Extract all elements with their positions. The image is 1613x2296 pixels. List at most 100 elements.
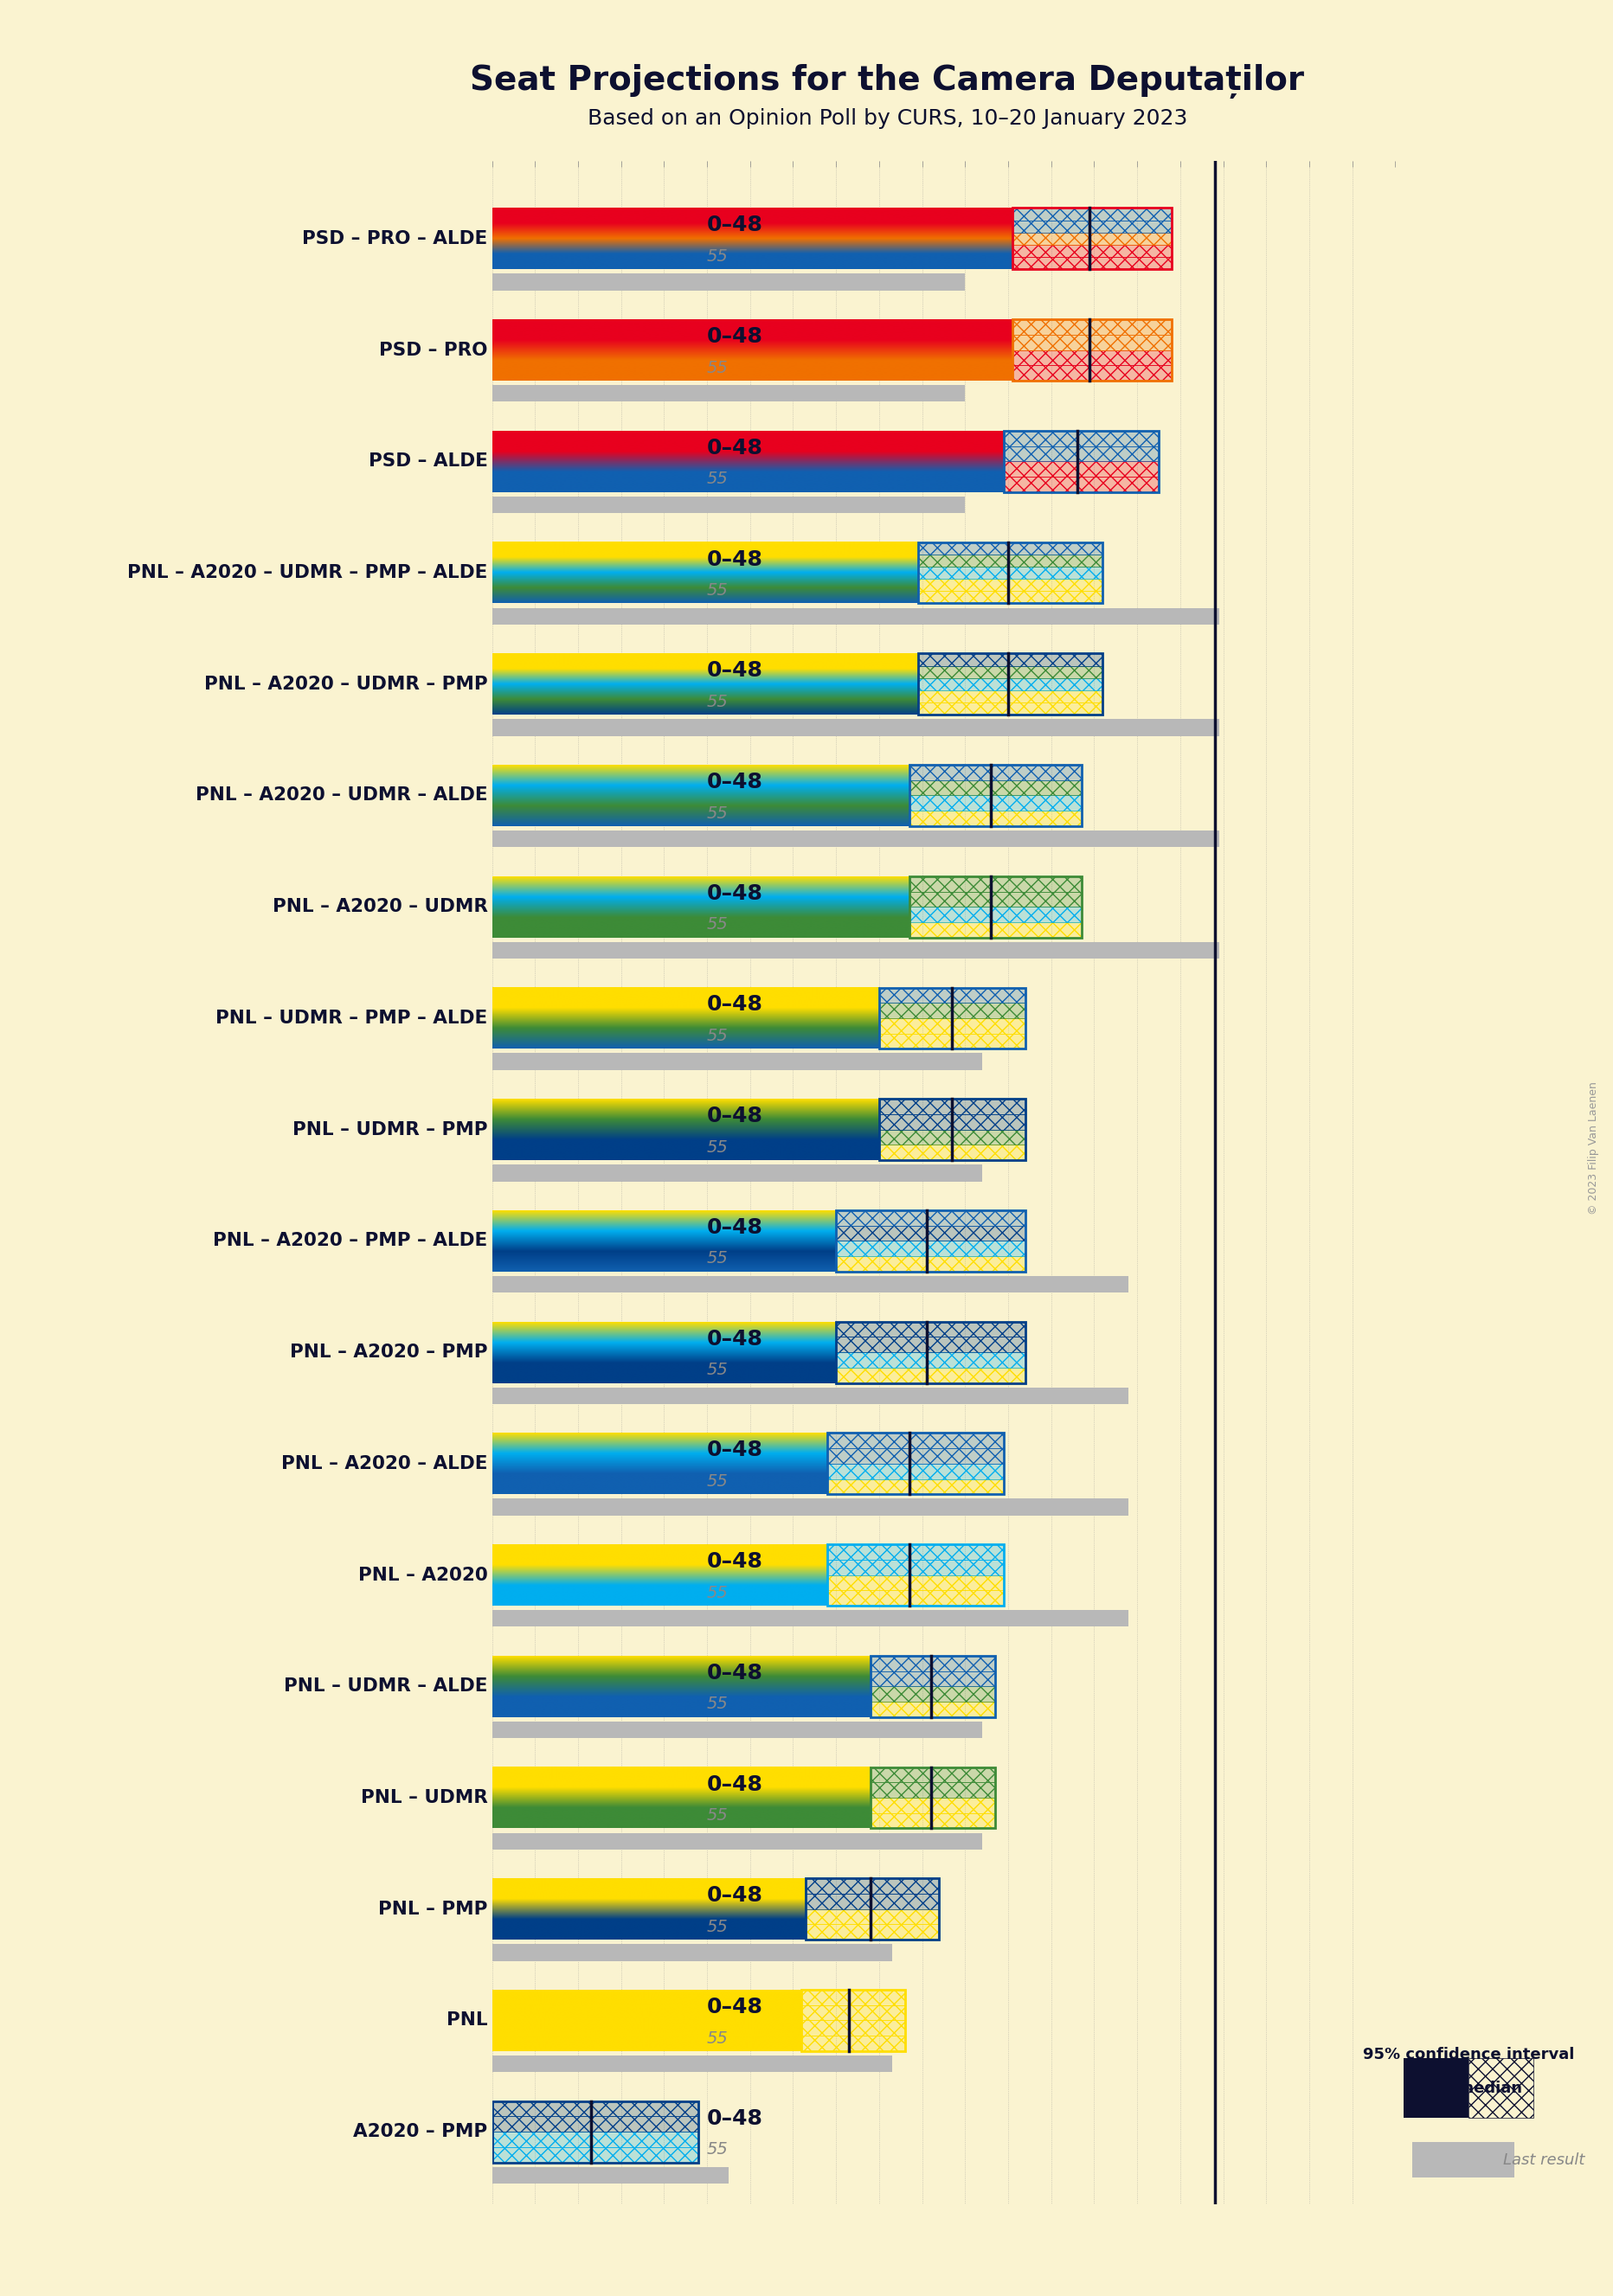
Text: Last result: Last result: [1503, 2151, 1586, 2167]
Text: PNL – A2020 – UDMR – PMP – ALDE: PNL – A2020 – UDMR – PMP – ALDE: [127, 565, 487, 581]
Bar: [918, 666, 1103, 677]
Bar: [492, 941, 1219, 960]
Text: 0–48: 0–48: [706, 884, 763, 905]
Bar: [918, 553, 1103, 567]
Bar: [879, 1114, 1026, 1130]
Bar: [836, 1336, 1026, 1352]
Bar: [879, 1100, 1026, 1159]
Bar: [910, 923, 1081, 937]
Bar: [836, 1352, 1026, 1368]
Bar: [836, 1322, 1026, 1336]
Text: PNL – A2020 – ALDE: PNL – A2020 – ALDE: [281, 1456, 487, 1472]
Bar: [1013, 365, 1171, 381]
Bar: [1013, 335, 1171, 349]
Bar: [827, 1591, 1003, 1605]
Bar: [806, 1908, 939, 1924]
Bar: [827, 1559, 1003, 1575]
Bar: [1013, 365, 1171, 381]
Text: Based on an Opinion Poll by CURS, 10–20 January 2023: Based on an Opinion Poll by CURS, 10–20 …: [587, 108, 1187, 129]
Bar: [918, 677, 1103, 691]
Bar: [827, 1463, 1003, 1479]
Bar: [879, 1003, 1026, 1017]
Text: PNL – A2020 – PMP – ALDE: PNL – A2020 – PMP – ALDE: [213, 1233, 487, 1249]
Text: PNL – UDMR – PMP: PNL – UDMR – PMP: [292, 1120, 487, 1139]
Bar: [1013, 232, 1171, 246]
Bar: [492, 2147, 698, 2163]
Bar: [827, 1449, 1003, 1463]
Bar: [1003, 461, 1158, 478]
Bar: [1003, 461, 1158, 478]
Bar: [827, 1433, 1003, 1449]
Bar: [879, 1003, 1026, 1017]
Bar: [492, 1387, 1129, 1405]
Text: PNL – A2020 – UDMR – PMP: PNL – A2020 – UDMR – PMP: [205, 675, 487, 693]
Bar: [879, 1146, 1026, 1159]
Text: with median: with median: [1415, 2080, 1523, 2096]
Bar: [836, 1368, 1026, 1382]
Bar: [492, 2131, 698, 2147]
Bar: [492, 1054, 982, 1070]
Bar: [492, 386, 965, 402]
Bar: [918, 579, 1103, 590]
Bar: [1013, 319, 1171, 335]
Text: Seat Projections for the Camera Deputaților: Seat Projections for the Camera Deputați…: [469, 64, 1305, 99]
Text: 0–48: 0–48: [706, 326, 763, 347]
Text: 55: 55: [706, 1474, 729, 1490]
Bar: [871, 1655, 995, 1671]
Bar: [1013, 209, 1171, 220]
Bar: [910, 907, 1081, 923]
Bar: [871, 1768, 995, 1782]
Bar: [827, 1591, 1003, 1605]
Bar: [918, 567, 1103, 579]
Text: 0–48: 0–48: [706, 771, 763, 792]
Bar: [910, 877, 1081, 891]
Bar: [879, 1100, 1026, 1114]
Bar: [879, 1130, 1026, 1146]
Bar: [1013, 257, 1171, 269]
Bar: [802, 2020, 905, 2037]
Bar: [836, 1210, 1026, 1272]
Text: PNL – A2020 – PMP: PNL – A2020 – PMP: [290, 1343, 487, 1362]
Bar: [827, 1575, 1003, 1591]
Text: 55: 55: [706, 1139, 729, 1155]
Bar: [802, 2037, 905, 2050]
Bar: [871, 1685, 995, 1701]
Bar: [879, 987, 1026, 1003]
Text: 0–48: 0–48: [706, 1775, 763, 1795]
Bar: [918, 677, 1103, 691]
Text: 0–48: 0–48: [706, 1885, 763, 1906]
Bar: [918, 567, 1103, 579]
Bar: [871, 1768, 995, 1828]
Bar: [492, 1945, 892, 1961]
Bar: [1013, 246, 1171, 257]
Bar: [836, 1256, 1026, 1272]
Bar: [871, 1768, 995, 1782]
Bar: [492, 2055, 892, 2073]
Bar: [827, 1479, 1003, 1495]
Bar: [918, 579, 1103, 590]
Text: 55: 55: [706, 360, 729, 377]
Bar: [1468, 2057, 1534, 2117]
Text: 55: 55: [706, 471, 729, 487]
Text: 55: 55: [706, 2030, 729, 2046]
Bar: [827, 1479, 1003, 1495]
Bar: [1013, 349, 1171, 365]
Bar: [802, 2020, 905, 2037]
Bar: [879, 987, 1026, 1049]
Bar: [918, 553, 1103, 567]
Bar: [827, 1433, 1003, 1495]
Bar: [802, 1991, 905, 2050]
Bar: [1003, 445, 1158, 461]
Bar: [871, 1798, 995, 1814]
Bar: [910, 891, 1081, 907]
Bar: [1013, 319, 1171, 335]
Bar: [871, 1655, 995, 1717]
Text: PNL: PNL: [447, 2011, 487, 2030]
Bar: [871, 1782, 995, 1798]
Bar: [836, 1210, 1026, 1226]
Bar: [492, 1499, 1129, 1515]
Bar: [806, 1924, 939, 1940]
Text: PNL – PMP: PNL – PMP: [379, 1901, 487, 1917]
Bar: [918, 654, 1103, 666]
Bar: [1003, 478, 1158, 491]
